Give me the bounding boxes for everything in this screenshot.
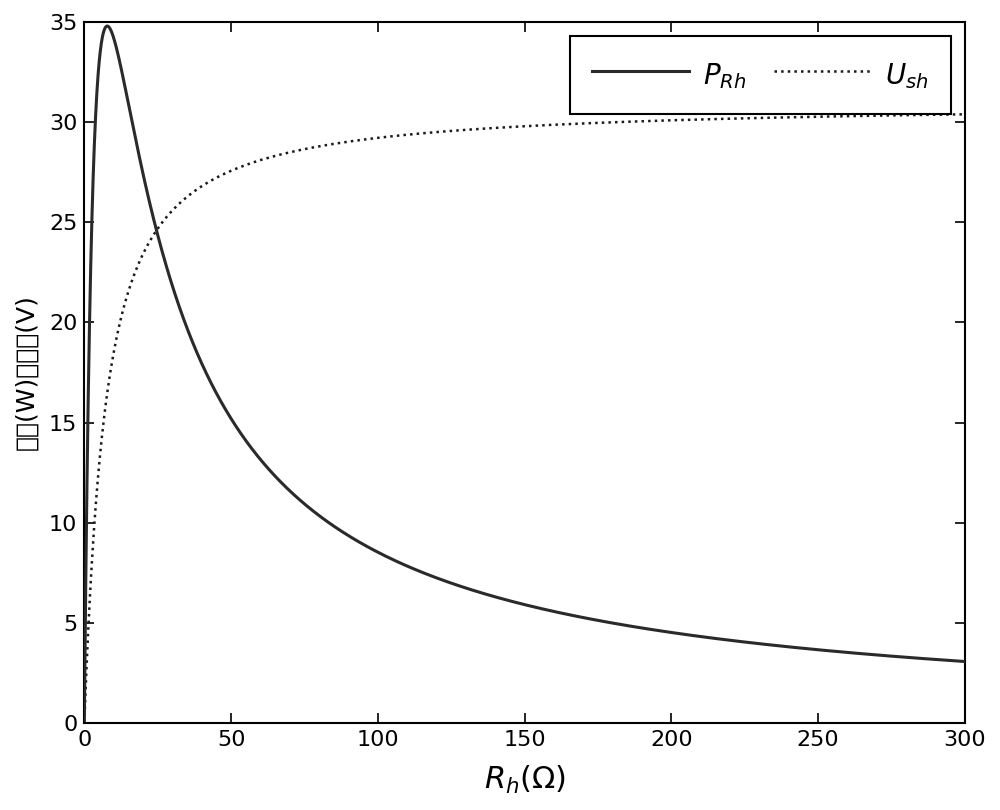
X-axis label: $R_{h}(\Omega)$: $R_{h}(\Omega)$ <box>484 764 566 796</box>
Y-axis label: 功率(W)、电压(V): 功率(W)、电压(V) <box>14 295 38 450</box>
Legend: $P_{Rh}$, $U_{sh}$: $P_{Rh}$, $U_{sh}$ <box>570 36 951 114</box>
